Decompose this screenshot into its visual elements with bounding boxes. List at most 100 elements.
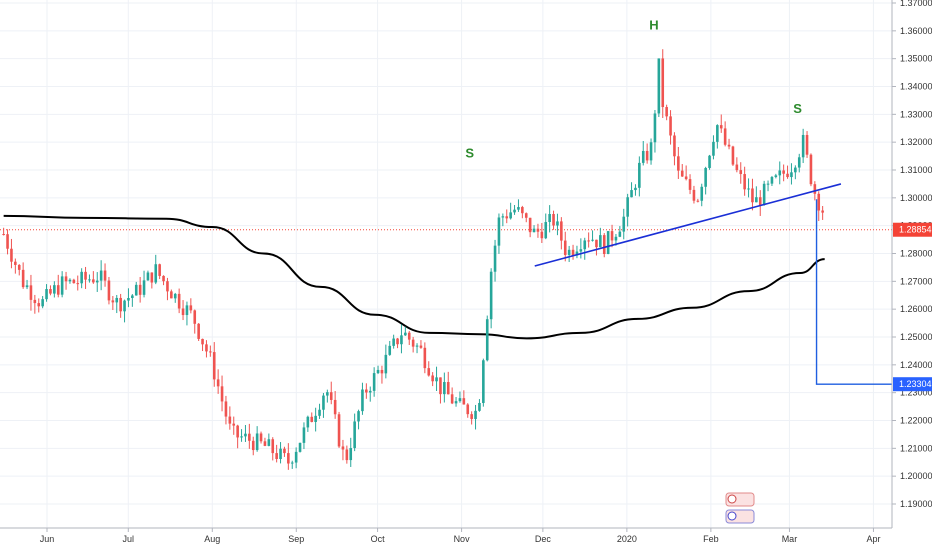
candle-body [232, 423, 236, 426]
candle-body [220, 386, 224, 402]
candle [41, 296, 44, 309]
candle [64, 271, 68, 290]
candle-body [790, 172, 793, 178]
candle-body [563, 240, 567, 255]
candle [189, 298, 193, 314]
candle-body [318, 409, 321, 416]
candle [244, 424, 247, 442]
candle-body [591, 239, 594, 241]
candle-body [181, 308, 185, 316]
candle-body [762, 183, 766, 206]
candle-body [49, 289, 52, 294]
candle [727, 138, 731, 150]
candle [80, 268, 83, 289]
candle [454, 397, 458, 407]
candle [622, 208, 626, 240]
candle-body [501, 216, 505, 218]
candle-body [107, 280, 111, 301]
y-tick-label: 1.24000 [900, 360, 932, 370]
candle-body [361, 389, 364, 412]
candle-body [283, 448, 286, 454]
candle [146, 270, 150, 281]
candle [443, 372, 446, 403]
candle-body [103, 270, 107, 281]
candle [548, 205, 551, 233]
y-tick-label: 1.37000 [900, 0, 932, 8]
candle-body [556, 221, 559, 226]
candle-body [454, 401, 458, 404]
candle [357, 409, 360, 430]
candle [92, 271, 95, 284]
candle-body [158, 264, 161, 276]
candle-body [731, 146, 735, 165]
candle [641, 141, 645, 166]
candle [216, 369, 220, 394]
candle-body [212, 352, 216, 380]
candle-body [415, 345, 419, 347]
candle-body [353, 421, 356, 449]
candle [345, 445, 349, 464]
candle-body [560, 221, 563, 241]
candle-body [700, 186, 704, 201]
candle-body [372, 373, 376, 391]
current-price-tag: 1.28854 [893, 222, 932, 237]
candle [173, 292, 177, 303]
candle-body [638, 162, 641, 188]
candle-body [384, 354, 388, 374]
y-tick-label: 1.28000 [900, 249, 932, 259]
candle-body [287, 453, 290, 464]
candle-body [645, 150, 649, 161]
candle-body [755, 197, 758, 203]
candle-body [396, 338, 399, 345]
candle [567, 245, 571, 262]
price-axis-panel[interactable] [892, 0, 932, 550]
x-tick-label: Aug [204, 534, 220, 544]
candle [380, 365, 384, 384]
candle-body [540, 231, 544, 239]
candle [482, 358, 485, 407]
candle-body [634, 187, 637, 191]
y-tick-label: 1.32000 [900, 137, 932, 147]
candle [423, 342, 427, 374]
candle-body [739, 170, 743, 175]
y-tick-label: 1.20000 [900, 471, 932, 481]
candle [177, 288, 181, 314]
candle-body [185, 305, 189, 316]
candle [821, 206, 824, 220]
candle-body [805, 134, 809, 155]
candle-body [513, 209, 516, 213]
candle [368, 386, 372, 402]
candle [805, 131, 809, 158]
candle [587, 232, 590, 248]
candle [653, 110, 657, 153]
candle [298, 442, 302, 453]
candle-body [583, 240, 587, 250]
candle [532, 225, 536, 233]
candle [158, 263, 161, 280]
candle [626, 193, 629, 227]
candle-body [684, 176, 688, 180]
candle [618, 226, 622, 238]
candle-body [388, 345, 392, 355]
candle [505, 209, 509, 224]
candle-body [60, 276, 64, 295]
candle-body [53, 285, 56, 294]
candle-body [712, 141, 715, 156]
candle [638, 156, 641, 197]
candle-body [446, 382, 450, 395]
candle [493, 239, 497, 282]
candle-body [37, 303, 41, 307]
candle-body [602, 235, 606, 254]
candle [306, 415, 310, 432]
candle [88, 274, 91, 283]
candle [509, 202, 512, 220]
candle [712, 135, 715, 160]
x-tick-label: Mar [782, 534, 798, 544]
candle-body [349, 448, 353, 461]
candle [719, 114, 723, 133]
candle [119, 293, 122, 318]
target-price-tag-bg [893, 377, 932, 392]
candle-body [84, 271, 87, 280]
